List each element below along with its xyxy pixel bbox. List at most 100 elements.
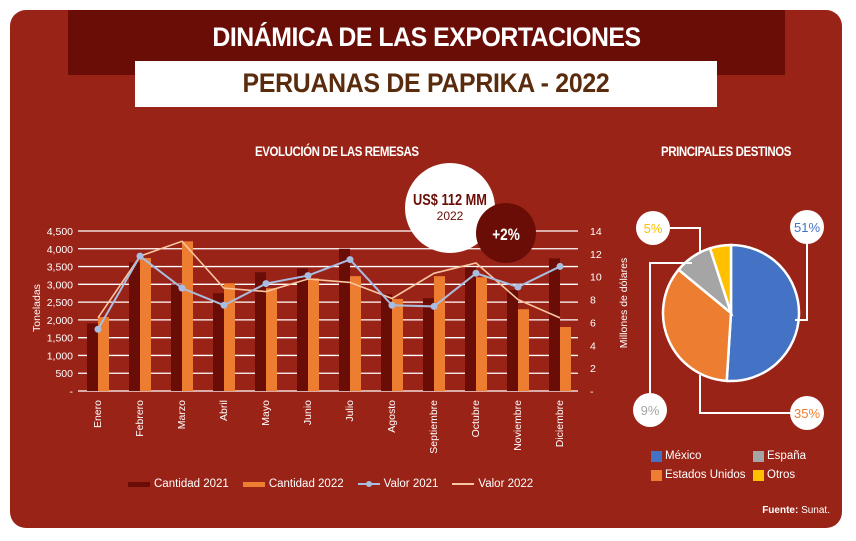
source-value: Sunat.	[801, 505, 830, 516]
subtitle-box	[135, 61, 717, 107]
y2-tick-label: 14	[590, 226, 602, 238]
legend-label: Cantidad 2022	[268, 478, 344, 490]
marker-valor-2021	[262, 280, 270, 288]
x-tick-label: Abril	[218, 400, 230, 421]
bar-cantidad-2021	[129, 262, 140, 391]
y-tick-label: 1,500	[47, 333, 73, 345]
bar-cantidad-2022	[560, 327, 571, 391]
x-tick-label: Septiembre	[428, 400, 440, 454]
y2-tick-label: 6	[590, 317, 596, 329]
y2-tick-label: 4	[590, 340, 596, 352]
callout-growth-bubble	[476, 203, 536, 263]
page-subtitle: PERUANAS DE PAPRIKA - 2022	[242, 68, 610, 98]
y-tick-label: 1,000	[47, 350, 73, 362]
source-label: Fuente:	[762, 505, 799, 516]
y2-axis-title: Millones de dólares	[618, 258, 630, 348]
callout-amount-bubble	[405, 163, 495, 253]
marker-valor-2021	[514, 283, 522, 291]
y2-tick-label: -	[590, 386, 594, 398]
source-note: Fuente: Sunat.	[762, 505, 830, 516]
y2-tick-label: 12	[590, 249, 602, 261]
pie-slice	[661, 267, 733, 383]
marker-valor-2021	[388, 301, 396, 309]
bar-cantidad-2022	[98, 317, 109, 391]
legend-swatch-cantidad-2021	[128, 481, 150, 487]
y-tick-label: 2,500	[47, 297, 73, 309]
legend-label: Valor 2022	[478, 478, 534, 490]
bar-cantidad-2022	[266, 288, 277, 391]
legend-label: Cantidad 2021	[154, 478, 229, 490]
pie-label-bubble	[633, 393, 667, 427]
x-tick-label: Febrero	[134, 400, 146, 437]
callout-amount: US$ 112 MM	[413, 192, 487, 210]
legend-marker-icon	[365, 481, 372, 487]
bar-cantidad-2021	[87, 323, 98, 391]
pie-legend-swatch	[753, 450, 764, 462]
pie-legend-label: Otros	[767, 469, 796, 481]
y2-tick-label: 8	[590, 295, 596, 307]
x-tick-label: Junio	[302, 400, 314, 425]
pie-legend-swatch	[651, 450, 662, 462]
y-tick-label: 3,500	[47, 262, 73, 274]
bar-cantidad-2022	[140, 258, 151, 391]
bar-cantidad-2022	[476, 277, 487, 391]
x-tick-label: Noviembre	[512, 400, 524, 451]
bar-chart-legend: Cantidad 2021 Cantidad 2022 Valor 2021 V…	[128, 478, 547, 490]
pie-slice	[708, 243, 733, 314]
page-title: DINÁMICA DE LAS EXPORTACIONES	[212, 22, 641, 52]
bar-cantidad-2021	[549, 258, 560, 391]
pie-slice	[725, 243, 801, 383]
bars	[87, 241, 571, 391]
x-tick-label: Mayo	[260, 400, 272, 426]
pie-chart: 51% 35% 9% 5%	[633, 210, 824, 430]
pie-leader-line	[795, 244, 808, 321]
legend-label: Valor 2021	[383, 478, 439, 490]
legend-item-cantidad-2021: Cantidad 2021	[128, 478, 229, 490]
pie-data-label: 9%	[641, 403, 660, 418]
pie-label-bubble	[790, 396, 824, 430]
bar-cantidad-2021	[507, 290, 518, 391]
bar-cantidad-2022	[350, 276, 361, 391]
legend-item-valor-2021: Valor 2021	[357, 478, 439, 490]
bar-cantidad-2021	[465, 267, 476, 391]
pie-data-label: 51%	[794, 220, 820, 235]
callout: US$ 112 MM 2022 +2%	[405, 163, 536, 263]
line-valor-2021	[97, 254, 561, 330]
marker-valor-2021	[178, 284, 186, 292]
pie-legend-item-espana: España	[753, 450, 806, 462]
marker-valor-2021	[304, 272, 312, 280]
legend-item-valor-2022: Valor 2022	[452, 478, 533, 490]
y2-tick-label: 2	[590, 363, 596, 375]
bar-cantidad-2022	[182, 241, 193, 391]
value-lines	[94, 240, 564, 333]
y2-tick-label: 10	[590, 272, 602, 284]
legend-line-valor-2021	[357, 481, 380, 487]
y-tick-label: 4,000	[47, 244, 73, 256]
y-tick-label: -	[70, 386, 74, 398]
y-tick-label: 3,000	[47, 279, 73, 291]
x-tick-label: Julio	[344, 400, 356, 422]
marker-valor-2021	[220, 301, 228, 309]
bar-cantidad-2021	[255, 272, 266, 391]
pie-legend-item-estados-unidos: Estados Unidos	[651, 469, 746, 481]
marker-valor-2021	[136, 252, 144, 260]
bar-cantidad-2021	[297, 268, 308, 391]
axes: - 500 1,000 1,500 2,000 2,500 3,000 3,500 4,000 4…	[31, 226, 630, 454]
x-tick-label: Octubre	[470, 400, 482, 438]
marker-valor-2021	[430, 302, 438, 310]
pie-legend-label: España	[767, 450, 807, 462]
bar-cantidad-2021	[381, 294, 392, 391]
callout-year: 2022	[437, 209, 464, 223]
callout-growth: +2%	[492, 226, 520, 245]
legend-item-cantidad-2022: Cantidad 2022	[242, 478, 344, 490]
line-valor-2022	[97, 240, 561, 319]
bar-cantidad-2021	[339, 248, 350, 391]
bar-cantidad-2021	[213, 293, 224, 391]
y-tick-label: 500	[55, 368, 73, 380]
pie-chart-title: PRINCIPALES DESTINOS	[661, 143, 792, 159]
pie-leader-line	[670, 227, 701, 252]
y-tick-label: 2,000	[47, 315, 73, 327]
pie-data-label: 35%	[794, 406, 820, 421]
x-tick-label: Enero	[92, 400, 104, 428]
